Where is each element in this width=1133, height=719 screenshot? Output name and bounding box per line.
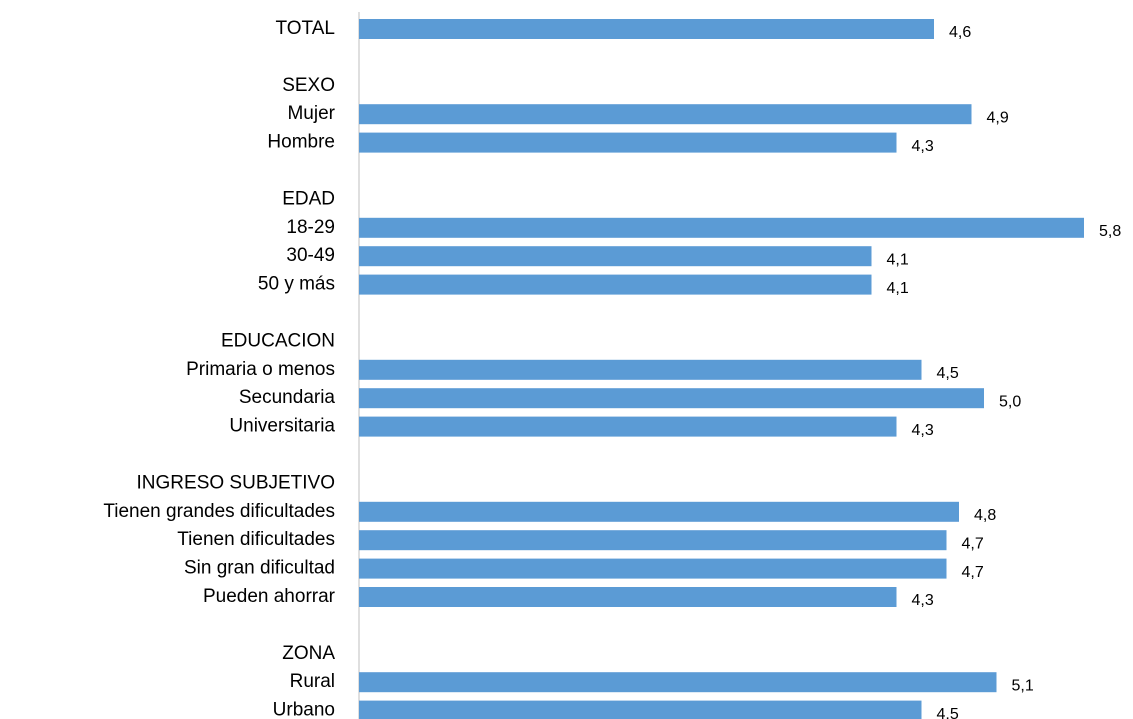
value-label: 4,9 xyxy=(987,109,1009,126)
value-label: 4,3 xyxy=(912,422,934,439)
category-label: 18-29 xyxy=(286,217,335,238)
bar xyxy=(359,587,897,607)
bar xyxy=(359,700,922,719)
category-label: Mujer xyxy=(287,103,335,124)
category-label: Tienen grandes dificultades xyxy=(103,501,335,522)
category-label: EDAD xyxy=(282,188,335,209)
category-label: 30-49 xyxy=(286,245,335,266)
value-label: 4,7 xyxy=(962,564,984,581)
bar xyxy=(359,19,934,39)
value-label: 4,7 xyxy=(962,535,984,552)
category-label: Primaria o menos xyxy=(186,359,335,380)
value-label: 5,1 xyxy=(1012,677,1034,694)
category-label: Urbano xyxy=(273,700,335,719)
value-label: 4,1 xyxy=(887,280,909,297)
value-label: 4,8 xyxy=(974,507,996,524)
bar xyxy=(359,558,947,579)
category-label: Tienen dificultades xyxy=(177,529,335,550)
category-label: Pueden ahorrar xyxy=(203,586,336,607)
value-label: 5,8 xyxy=(1099,223,1121,240)
category-label: Secundaria xyxy=(239,387,336,408)
value-label: 4,5 xyxy=(937,706,959,719)
bar xyxy=(359,501,959,522)
category-label: Hombre xyxy=(267,132,335,153)
bar xyxy=(359,416,897,437)
value-label: 4,1 xyxy=(887,251,909,268)
category-label: INGRESO SUBJETIVO xyxy=(137,472,335,493)
bar xyxy=(359,359,922,380)
value-label: 4,5 xyxy=(937,365,959,382)
bar xyxy=(359,530,947,551)
bar xyxy=(359,217,1084,238)
bar xyxy=(359,388,984,409)
bar xyxy=(359,132,897,153)
category-label: Rural xyxy=(290,671,335,692)
value-label: 4,6 xyxy=(949,24,971,41)
bar xyxy=(359,672,997,693)
value-label: 4,3 xyxy=(912,138,934,155)
category-label: Sin gran dificultad xyxy=(184,558,335,579)
category-label: EDUCACION xyxy=(221,330,335,351)
category-label: SEXO xyxy=(282,75,335,96)
category-label: Universitaria xyxy=(229,416,335,437)
bar xyxy=(359,274,872,295)
category-label: TOTAL xyxy=(276,18,335,39)
value-label: 4,3 xyxy=(912,592,934,609)
bar xyxy=(359,246,872,267)
value-label: 5,0 xyxy=(999,393,1021,410)
category-label: 50 y más xyxy=(258,274,335,295)
category-label: ZONA xyxy=(282,643,335,664)
bar xyxy=(359,104,972,125)
